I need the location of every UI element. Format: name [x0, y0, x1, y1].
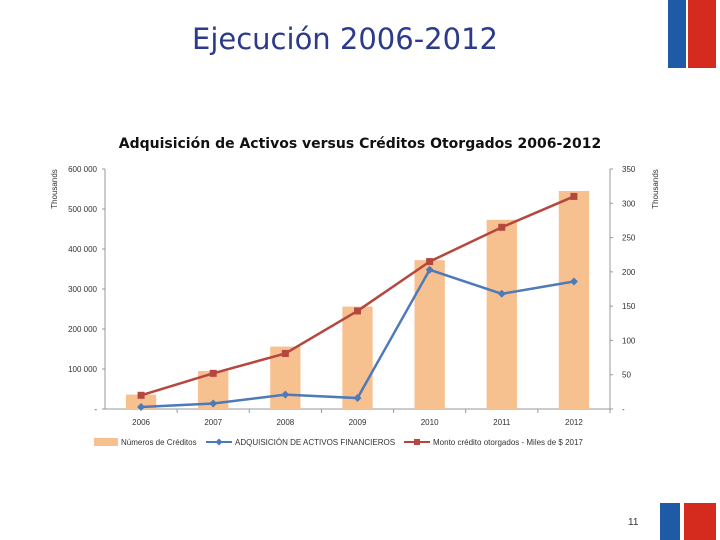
x-axis-tick-label: 2012: [565, 418, 583, 427]
flag-decoration-top: [668, 0, 716, 68]
left-axis-tick-label: 600 000: [68, 165, 97, 174]
legend-marker-monto: [414, 439, 420, 445]
flag-decoration-bottom: [660, 503, 716, 540]
legend-label-monto: Monto crédito otorgados - Miles de $ 201…: [433, 438, 583, 447]
legend-swatch-creditos: [94, 438, 118, 446]
right-axis-tick-label: 300: [622, 199, 636, 208]
x-axis-tick-label: 2007: [204, 418, 222, 427]
activos-point-2007: [209, 399, 218, 408]
monto-point-2007: [209, 369, 217, 377]
right-axis-tick-label: 200: [622, 268, 636, 277]
x-axis-tick-label: 2011: [493, 418, 511, 427]
chart-title: Adquisición de Activos versus Créditos O…: [118, 136, 602, 152]
right-axis-tick-label: 350: [622, 165, 636, 174]
page-number: 11: [628, 517, 639, 528]
monto-point-2010: [426, 258, 434, 266]
left-axis-tick-label: 200 000: [68, 325, 97, 334]
activos-point-2008: [281, 390, 290, 399]
activos-point-2010: [425, 265, 434, 274]
legend-label-activos: ADQUISICIÓN DE ACTIVOS FINANCIEROS: [235, 438, 395, 447]
monto-point-2011: [498, 223, 506, 231]
left-axis-tick-label: -: [94, 405, 97, 414]
x-axis-tick-label: 2006: [132, 418, 150, 427]
bar-2012: [558, 191, 590, 409]
monto-point-2009: [354, 307, 361, 315]
left-axis-tick-label: 500 000: [68, 205, 97, 214]
activos-point-2011: [497, 289, 506, 298]
bar-2011: [486, 219, 517, 409]
left-axis-tick-label: 100 000: [68, 365, 97, 374]
right-axis-title: Thousands: [651, 169, 660, 209]
x-axis-tick-label: 2009: [349, 418, 367, 427]
right-axis-tick-label: 100: [622, 336, 636, 345]
monto-point-2008: [281, 349, 289, 357]
slide-title: Ejecución 2006-2012: [192, 22, 498, 56]
left-axis-title: Thousands: [50, 169, 59, 209]
right-axis-tick-label: -: [622, 405, 625, 414]
x-axis-tick-label: 2010: [421, 418, 439, 427]
left-axis-tick-label: 400 000: [68, 245, 97, 254]
right-axis-tick-label: 50: [622, 371, 631, 380]
bar-2010: [414, 260, 445, 409]
left-axis-tick-label: 300 000: [68, 285, 97, 294]
right-axis-tick-label: 250: [622, 234, 636, 243]
x-axis-tick-label: 2008: [276, 418, 294, 427]
legend-label-creditos: Números de Créditos: [121, 438, 197, 447]
monto-point-2012: [570, 192, 578, 200]
legend-marker-activos: [215, 438, 223, 446]
activos-point-2006: [137, 402, 146, 411]
right-axis-tick-label: 150: [622, 302, 636, 311]
bar-2009: [342, 306, 373, 409]
monto-point-2006: [137, 391, 145, 399]
activos-point-2009: [353, 394, 362, 403]
activos-point-2012: [569, 277, 578, 286]
